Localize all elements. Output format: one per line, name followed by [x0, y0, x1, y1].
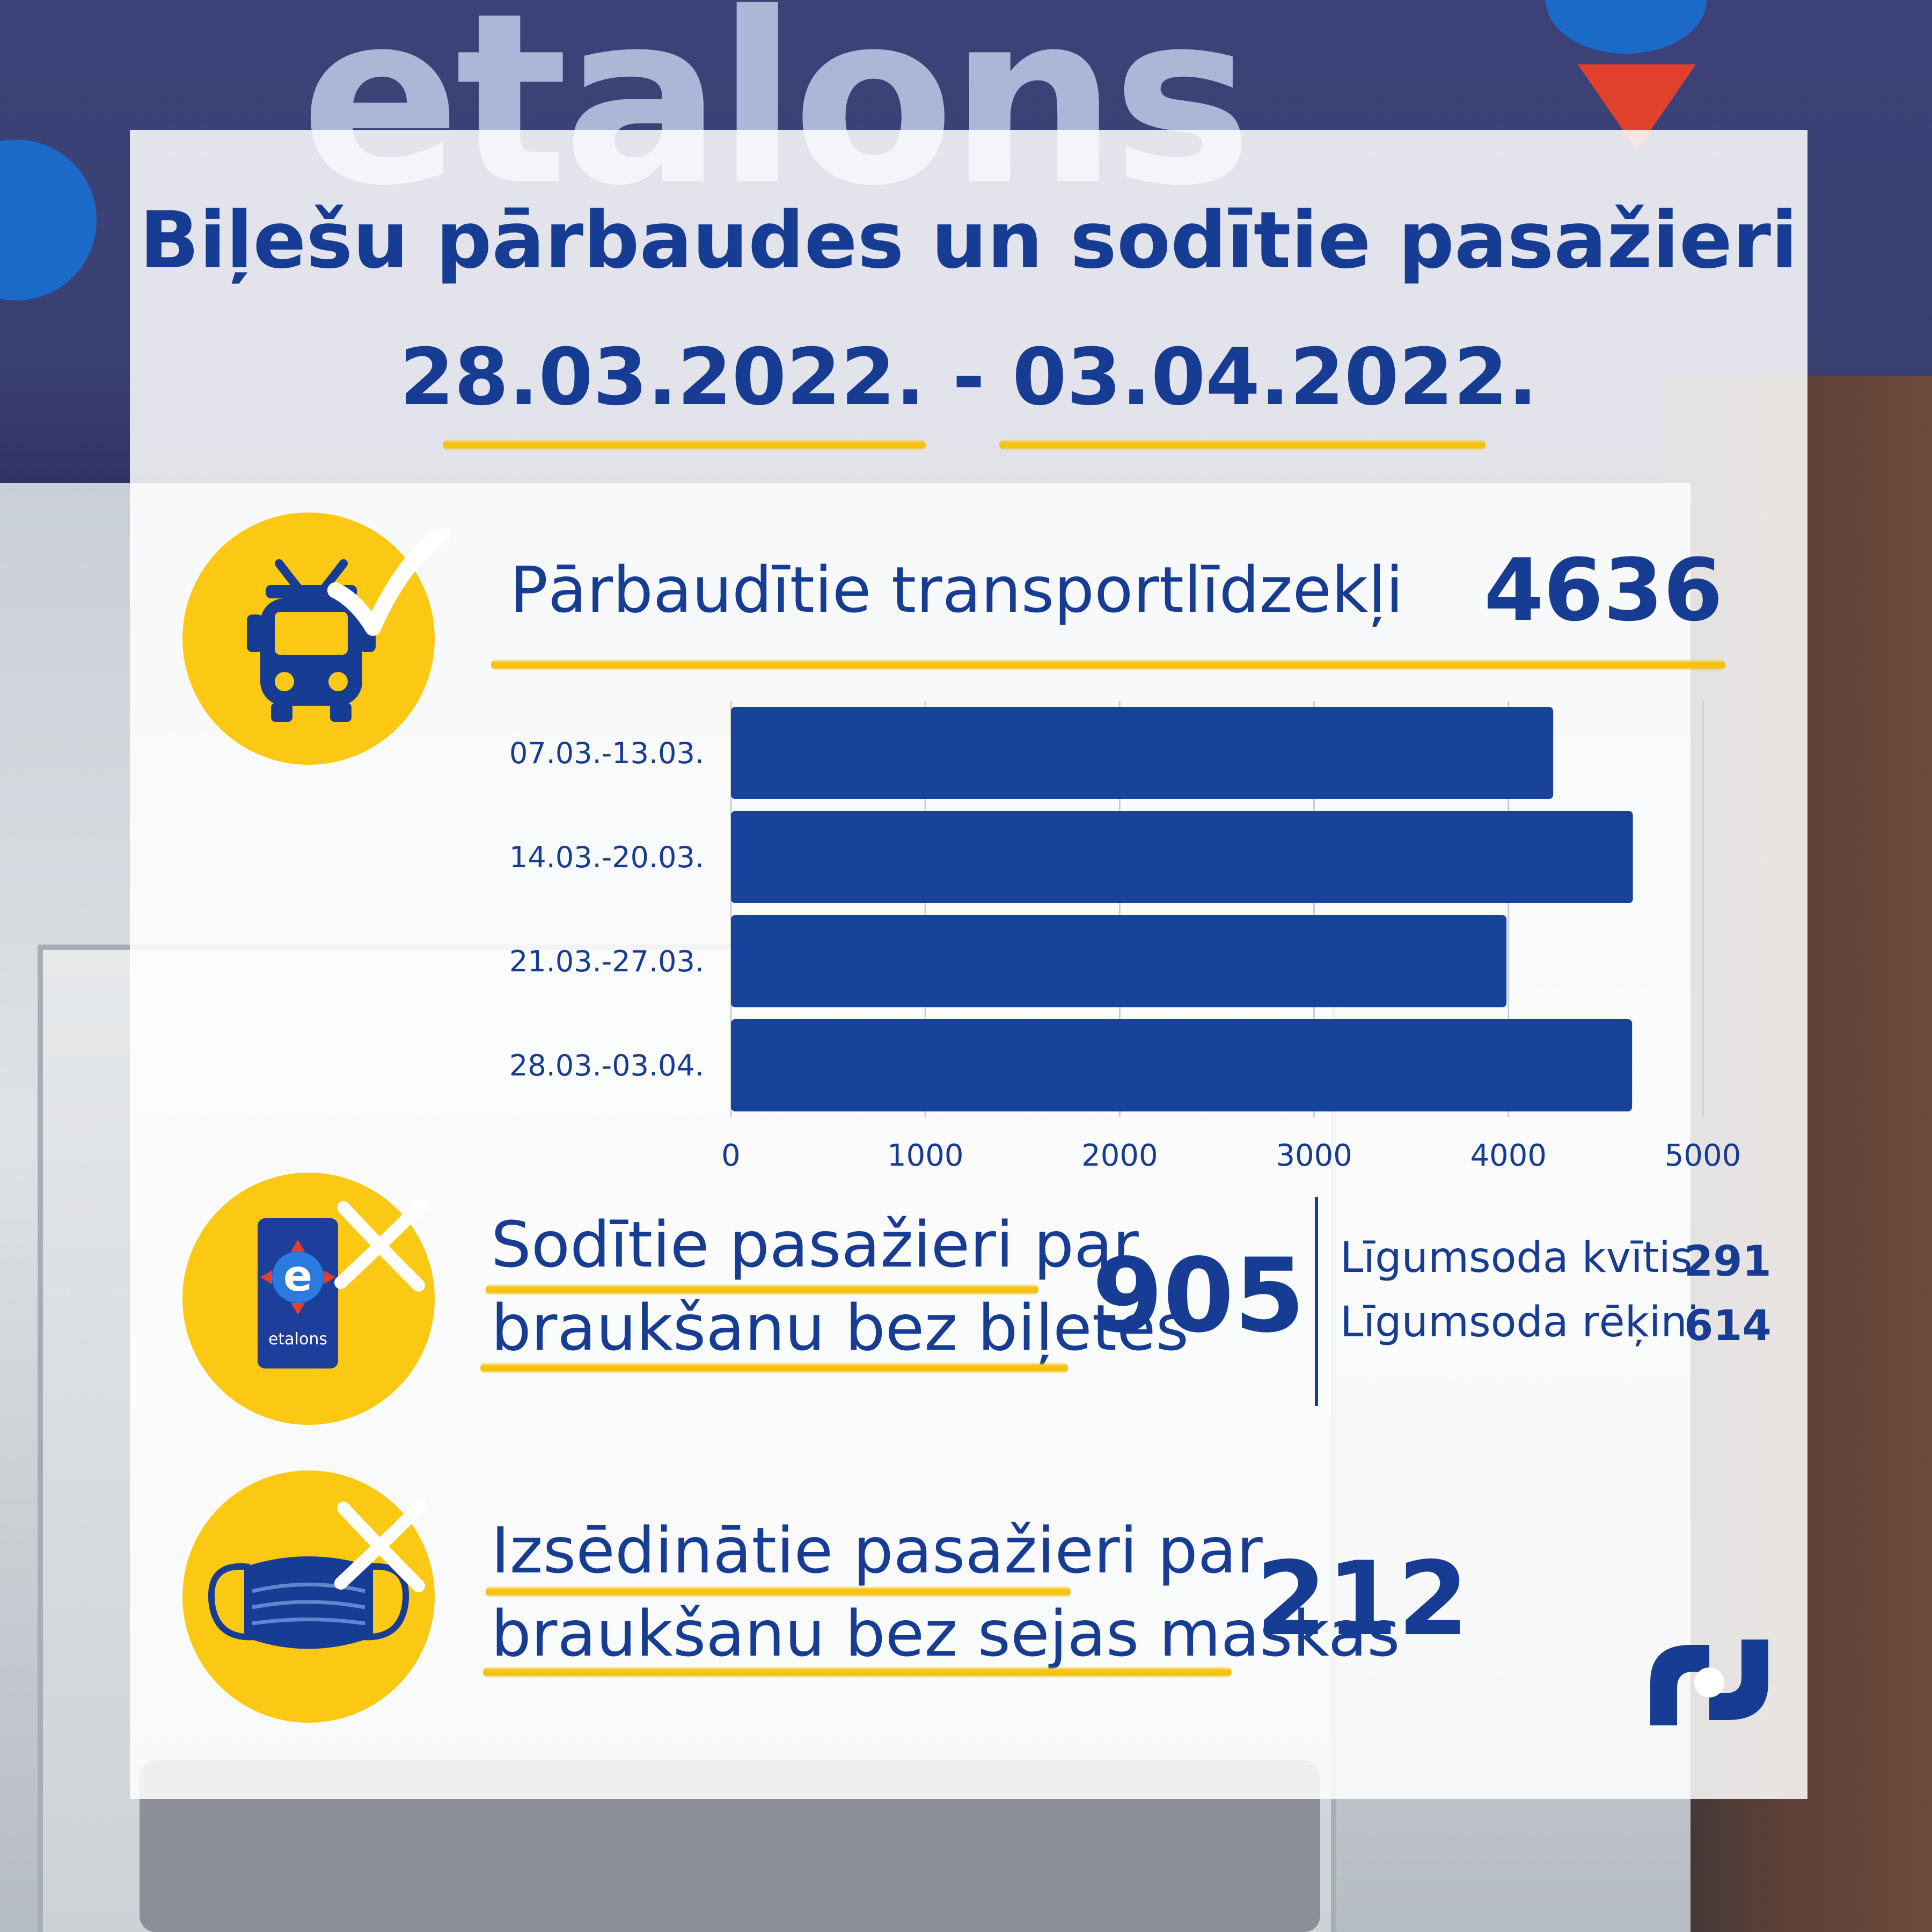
- cross-icon: [334, 1499, 428, 1592]
- mask-underline: [483, 1666, 1232, 1678]
- vehicles-label: Pārbaudītie transportlīdzekļi: [510, 553, 1403, 627]
- mask-total: 212: [1256, 1540, 1469, 1658]
- x-tick-label: 2000: [1081, 1138, 1158, 1173]
- date-underline: [443, 439, 926, 451]
- cross-icon: [334, 1198, 428, 1292]
- fined-label-line2: braukšanu bez biļetes: [491, 1291, 1189, 1365]
- bar: [731, 1019, 1633, 1111]
- bar: [731, 811, 1633, 903]
- vehicles-underline: [491, 659, 1725, 671]
- checkmark-icon: [327, 529, 451, 636]
- fined-underline: [486, 1284, 1038, 1296]
- breakdown-label: Līgumsoda kvītis: [1340, 1234, 1693, 1282]
- page-title: Biļešu pārbaudes un sodītie pasažieri: [139, 195, 1798, 286]
- card-logo-text: etalons: [268, 1330, 327, 1349]
- etalons-card-icon: e etalons: [258, 1218, 338, 1368]
- breakdown-value: 291: [1684, 1238, 1772, 1286]
- y-category-label: 14.03.-20.03.: [509, 840, 704, 874]
- fined-total: 905: [1092, 1236, 1305, 1355]
- rs-logo-icon: [1650, 1640, 1768, 1725]
- mask-underline: [486, 1586, 1071, 1598]
- breakdown-label: Līgumsoda rēķini: [1340, 1298, 1699, 1346]
- x-tick-label: 0: [721, 1138, 741, 1173]
- bus-icon: [247, 559, 376, 722]
- fined-underline: [480, 1362, 1068, 1374]
- x-tick-label: 4000: [1470, 1138, 1547, 1173]
- svg-text:e: e: [283, 1251, 312, 1301]
- y-category-label: 21.03.-27.03.: [509, 945, 704, 978]
- y-category-label: 07.03.-13.03.: [509, 736, 704, 770]
- mask-label-line2: braukšanu bez sejas maskas: [491, 1597, 1400, 1671]
- date-underline: [999, 439, 1485, 451]
- x-tick-label: 5000: [1665, 1138, 1741, 1173]
- x-tick-label: 3000: [1276, 1138, 1352, 1173]
- fined-label-line1: Sodītie pasažieri par: [491, 1208, 1139, 1282]
- bar: [731, 915, 1507, 1007]
- breakdown-divider: [1315, 1197, 1318, 1406]
- date-range: 28.03.2022. - 03.04.2022.: [399, 332, 1538, 423]
- breakdown-value: 614: [1684, 1302, 1772, 1350]
- x-tick-label: 1000: [887, 1138, 964, 1173]
- bar: [731, 707, 1554, 799]
- y-category-label: 28.03.-03.04.: [509, 1049, 704, 1082]
- vehicles-total: 4636: [1484, 540, 1723, 640]
- mask-label-line1: Izsēdinātie pasažieri par: [491, 1513, 1263, 1587]
